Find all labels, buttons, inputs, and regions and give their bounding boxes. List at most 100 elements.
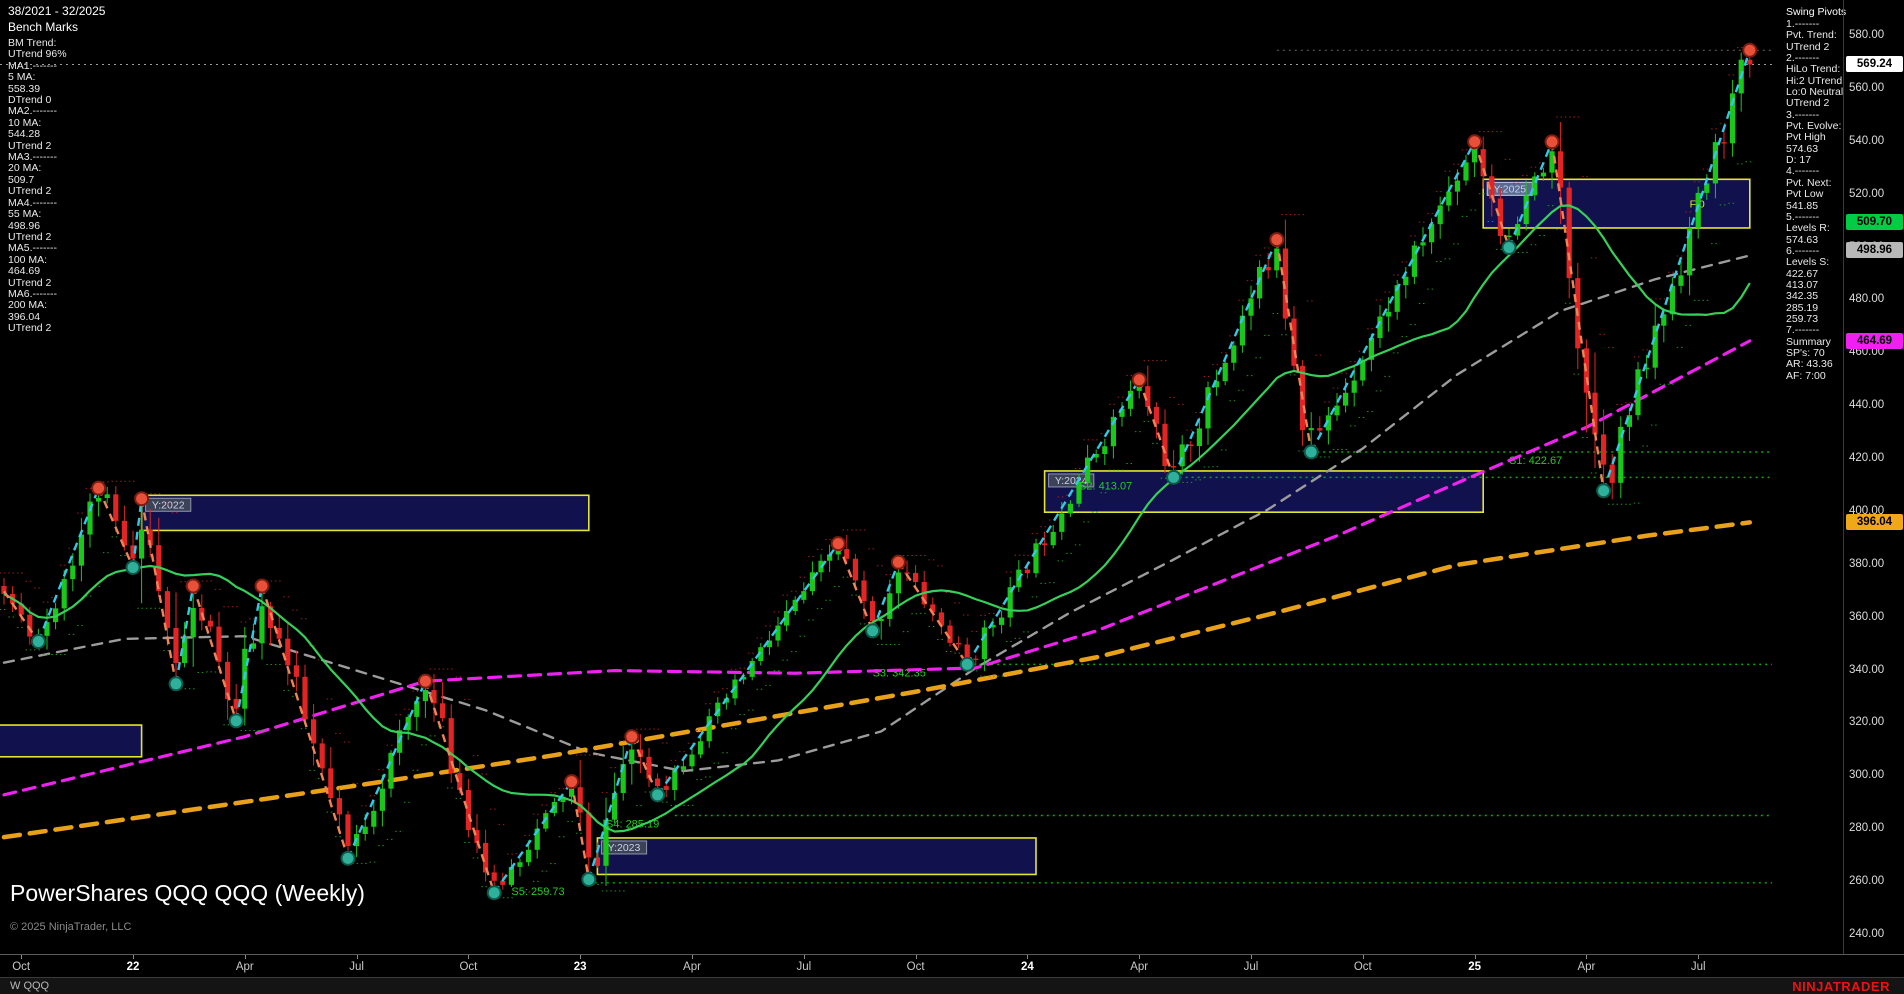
price-tick: 300.00 <box>1849 769 1885 782</box>
indicator-line: 396.04 <box>8 310 41 323</box>
tab-w-qqq[interactable]: W QQQ <box>10 980 50 992</box>
candle-body <box>388 752 394 789</box>
candle-body <box>534 828 540 850</box>
zigzag-segment <box>966 379 1141 665</box>
candle-body <box>706 716 712 742</box>
zigzag-segment <box>837 543 874 632</box>
candle-body <box>895 572 901 594</box>
candle-body <box>1429 224 1435 243</box>
zigzag-segment <box>1550 141 1605 491</box>
swing-pivot-line: Pvt Low <box>1786 188 1824 201</box>
candle-body <box>1265 266 1271 271</box>
price-tick: 340.00 <box>1849 663 1885 676</box>
time-tick <box>580 955 582 959</box>
price-chip: 509.70 <box>1846 213 1903 230</box>
candle-body <box>801 591 807 600</box>
swing-pivot-line: SP's: 70 <box>1786 346 1825 359</box>
candle-body <box>1721 142 1727 144</box>
candle-body <box>1076 481 1082 504</box>
candle-body <box>1222 362 1228 382</box>
right-panel-lines: 1.------- Pvt. Trend: UTrend 2 2.------- HiL… <box>1786 18 1846 382</box>
candle-body <box>1179 444 1185 467</box>
indicator-line: 100 MA: <box>8 253 48 266</box>
swing-pivot-line: 7.------- <box>1786 324 1820 337</box>
pivot-high-marker <box>1742 42 1758 58</box>
price-axis[interactable]: 580.00560.00540.00520.00500.00480.00460.… <box>1846 0 1904 954</box>
pivot-high-marker <box>890 554 906 570</box>
price-tick: 520.00 <box>1849 187 1885 200</box>
candle-body <box>465 790 471 831</box>
candle-body <box>938 612 944 626</box>
price-chip: 569.24 <box>1846 56 1903 73</box>
zigzag-segment <box>260 585 350 859</box>
swing-pivot-line: D: 17 <box>1786 154 1812 167</box>
price-tick: 260.00 <box>1849 875 1885 888</box>
candle-body <box>698 741 704 755</box>
time-tick <box>133 955 134 959</box>
swing-pivot-line: Pvt High <box>1786 131 1826 144</box>
candle-body <box>1678 275 1684 286</box>
tab-bar: W QQQ NINJATRADER <box>0 977 1904 994</box>
candle-body <box>1248 298 1254 316</box>
swing-pivot-line: 6.------- <box>1786 244 1820 257</box>
candle-body <box>1669 285 1675 315</box>
copyright-label: © 2025 NinjaTrader, LLC <box>10 921 132 933</box>
swing-pivot-line: 541.85 <box>1786 199 1819 212</box>
candle-body <box>1532 176 1538 196</box>
candle-body <box>852 558 858 581</box>
year-box-label-chip[interactable] <box>600 840 648 855</box>
zigzag-segment <box>131 498 143 568</box>
support-label: S2: 413.07 <box>1079 480 1132 492</box>
candle-body <box>1437 205 1443 225</box>
candle-body <box>147 529 153 546</box>
pivot-low-marker <box>1596 483 1612 499</box>
candle-body <box>680 766 686 770</box>
candle-body <box>371 810 377 827</box>
ma-line-100 <box>2 339 1752 797</box>
indicator-line: 498.96 <box>8 219 41 232</box>
swing-pivot-line: 413.07 <box>1786 278 1819 291</box>
candle-body <box>577 787 583 813</box>
candle-body <box>491 872 497 881</box>
candle-body <box>827 554 833 561</box>
zigzag-segment <box>1473 141 1511 248</box>
pivot-low-marker <box>1166 469 1182 485</box>
swing-pivot-line: 422.67 <box>1786 267 1819 280</box>
zigzag-segment <box>346 680 427 859</box>
year-box-label-chip[interactable] <box>1048 473 1095 488</box>
year-box-label: Y:2023 <box>608 842 641 854</box>
candle-body <box>1446 191 1452 206</box>
candle-body <box>870 601 876 622</box>
candle-body <box>887 593 893 619</box>
candle-body <box>164 591 170 628</box>
candle-body <box>293 665 299 677</box>
candle-body <box>1 585 7 594</box>
candle-body <box>784 610 790 626</box>
candle-body <box>999 617 1005 625</box>
time-tick <box>356 955 358 959</box>
pivot-low-marker <box>30 633 46 649</box>
candle-body <box>1136 386 1142 391</box>
zigzag-segment <box>235 585 264 722</box>
candle-body <box>1747 59 1753 65</box>
candle-body <box>878 618 884 622</box>
pivot-low-marker <box>1303 444 1319 460</box>
pivot-high-marker <box>91 480 107 496</box>
year-box: Y:2023 <box>596 837 1037 876</box>
time-tick <box>1474 955 1476 959</box>
indicator-line: UTrend 2 <box>8 185 52 198</box>
candle-body <box>1635 369 1641 416</box>
pivot-high-marker <box>417 673 433 689</box>
time-axis[interactable]: Oct 22 Apr Jul Oct 23 Apr Jul Oct 24 Apr Jul Oct 25 Ap… <box>0 955 1904 977</box>
candle-body <box>1549 151 1555 173</box>
pivot-high-marker <box>1467 134 1483 150</box>
pivot-high-marker <box>254 578 270 594</box>
indicator-line: MA2.------- <box>8 105 57 118</box>
zigzag-segment <box>871 561 900 632</box>
pivot-low-marker <box>340 850 356 866</box>
candle-body <box>1033 543 1039 574</box>
zigzag-segment <box>630 736 659 796</box>
price-tick: 280.00 <box>1849 822 1885 835</box>
candle-body <box>319 743 325 769</box>
